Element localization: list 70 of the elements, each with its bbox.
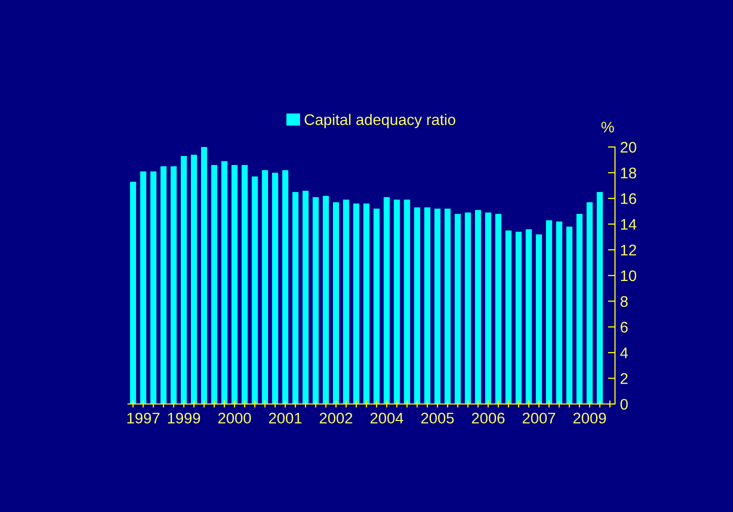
bar bbox=[201, 147, 208, 404]
bar bbox=[576, 214, 583, 404]
bar bbox=[546, 220, 552, 404]
bar bbox=[252, 176, 258, 404]
legend-label: Capital adequacy ratio bbox=[304, 114, 456, 128]
y-axis-title: % bbox=[601, 122, 614, 132]
bar bbox=[190, 154, 197, 404]
bar bbox=[292, 192, 298, 404]
x-tick-label: 2001 bbox=[269, 412, 302, 424]
y-tick-label: 18 bbox=[621, 168, 636, 178]
bar bbox=[140, 171, 146, 404]
bar bbox=[312, 197, 319, 404]
bar bbox=[262, 170, 268, 404]
y-tick-label: 2 bbox=[620, 373, 628, 384]
bar bbox=[302, 190, 309, 404]
bar bbox=[160, 166, 167, 404]
bar bbox=[394, 200, 400, 404]
bar bbox=[322, 196, 329, 404]
bar bbox=[221, 161, 228, 404]
x-tick-label: 2005 bbox=[421, 412, 454, 424]
bar bbox=[485, 212, 492, 404]
bar bbox=[566, 226, 572, 404]
bar bbox=[556, 222, 562, 404]
bar bbox=[272, 172, 278, 404]
bar bbox=[404, 200, 410, 404]
bar bbox=[516, 232, 522, 404]
x-tick-label: 2002 bbox=[320, 412, 352, 424]
bar bbox=[332, 202, 340, 404]
bar bbox=[211, 164, 218, 404]
bar bbox=[282, 170, 288, 404]
bar bbox=[434, 208, 440, 404]
y-tick-label: 20 bbox=[620, 142, 636, 153]
bar bbox=[353, 204, 360, 404]
y-tick-label: 10 bbox=[621, 270, 636, 282]
bar bbox=[130, 182, 136, 404]
y-tick-label: 6 bbox=[620, 322, 628, 333]
x-tick-label: 2009 bbox=[573, 412, 606, 424]
x-tick-label: 2006 bbox=[472, 412, 504, 424]
bar bbox=[424, 207, 430, 404]
y-tick-label: 0 bbox=[620, 398, 628, 410]
bar bbox=[384, 197, 390, 404]
x-tick-label: 2000 bbox=[218, 412, 251, 424]
bar bbox=[596, 192, 603, 404]
bar bbox=[474, 210, 482, 404]
y-tick-label: 12 bbox=[621, 244, 636, 256]
bar bbox=[526, 229, 532, 404]
bar bbox=[374, 208, 380, 404]
x-tick-label: 2007 bbox=[522, 412, 556, 424]
x-tick-label: 1997 bbox=[127, 412, 160, 424]
bar bbox=[150, 171, 156, 404]
bar bbox=[170, 166, 177, 404]
bar bbox=[414, 207, 420, 404]
bar bbox=[242, 164, 248, 404]
y-tick-label: 4 bbox=[620, 348, 628, 358]
bar bbox=[586, 202, 593, 404]
bar bbox=[505, 230, 512, 404]
y-tick-label: 16 bbox=[621, 193, 636, 204]
bar bbox=[231, 164, 238, 404]
bar bbox=[454, 214, 461, 404]
bar bbox=[343, 200, 350, 404]
bar bbox=[495, 214, 502, 404]
y-tick-label: 14 bbox=[621, 219, 636, 230]
bar bbox=[363, 204, 370, 404]
bar bbox=[180, 156, 187, 404]
x-tick-label: 2004 bbox=[370, 412, 404, 424]
bar bbox=[536, 234, 542, 404]
y-tick-label: 8 bbox=[620, 296, 628, 307]
x-tick-label: 1999 bbox=[168, 412, 200, 424]
bar bbox=[464, 212, 471, 404]
bar bbox=[444, 208, 451, 404]
